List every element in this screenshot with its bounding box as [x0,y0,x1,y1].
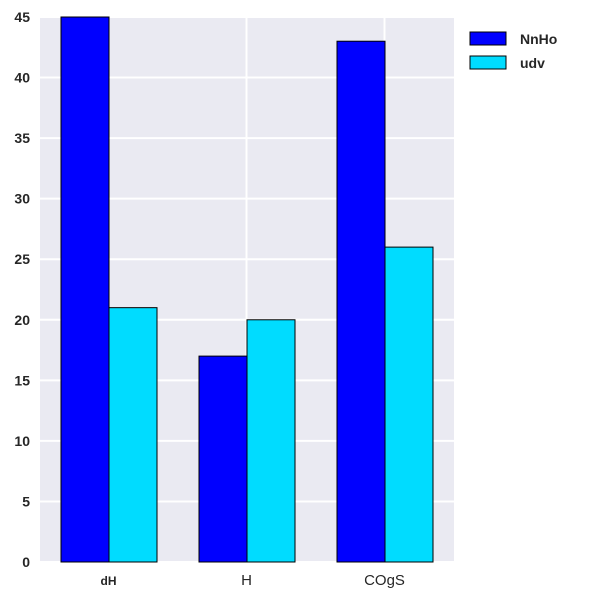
y-tick-label: 30 [14,191,30,207]
y-tick-label: 40 [14,70,30,86]
bars [60,16,434,563]
legend-label-NnHo: NnHo [520,31,557,47]
legend-swatch-NnHo [469,31,507,46]
y-tick-label: 35 [14,130,30,146]
bar-udv-H [246,319,296,563]
bar-NnHo-dH [60,16,110,563]
bar-udv-dH [108,307,158,563]
y-tick-label: 25 [14,251,30,267]
y-tick-label: 20 [14,312,30,328]
y-tick-label: 0 [22,554,30,570]
y-axis-ticks: 0 5 10 15 20 25 30 35 40 45 [14,9,30,570]
x-tick-label: dH [101,574,117,588]
y-tick-label: 10 [14,433,30,449]
x-tick-label: COgS [364,572,405,589]
x-axis-ticks: dH H COgS [101,572,405,589]
x-tick-label: H [241,572,252,589]
y-tick-label: 5 [22,493,30,509]
bar-NnHo-COgS [336,40,386,563]
y-tick-label: 45 [14,9,30,25]
legend-swatch-udv [469,55,507,70]
legend: NnHo udv [469,31,557,71]
legend-label-udv: udv [520,55,545,71]
y-tick-label: 15 [14,372,30,388]
bar-udv-COgS [384,246,434,563]
bar-NnHo-H [198,355,248,563]
